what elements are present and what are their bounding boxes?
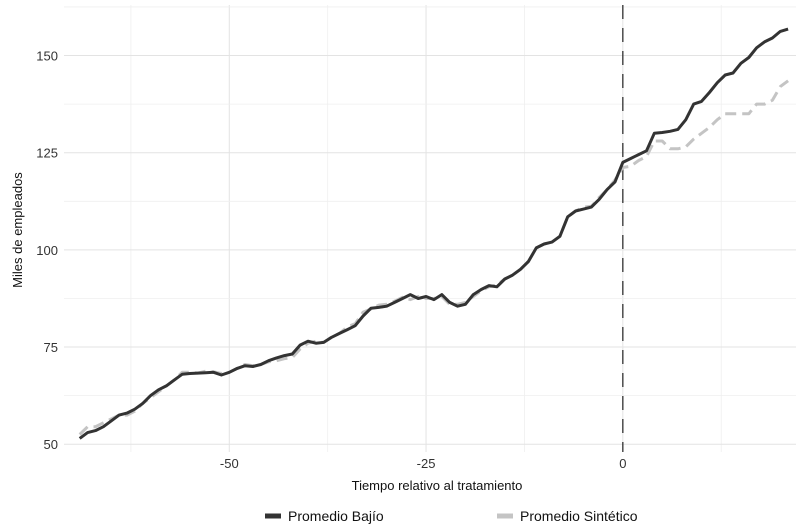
y-axis-title: Miles de empleados: [10, 172, 25, 288]
series-line-sintetico: [78, 79, 789, 436]
grid: [64, 5, 796, 452]
legend-label-sintetico: Promedio Sintético: [520, 508, 638, 524]
x-tick-label: -25: [417, 456, 436, 471]
x-tick-label: 0: [619, 456, 626, 471]
y-tick-label: 125: [36, 146, 58, 161]
y-tick-label: 50: [44, 437, 58, 452]
x-axis-title: Tiempo relativo al tratamiento: [352, 478, 523, 493]
series-line-bajio: [78, 27, 789, 440]
y-tick-label: 150: [36, 49, 58, 64]
x-axis-ticks: -50 -25 0: [220, 456, 627, 471]
x-tick-label: -50: [220, 456, 239, 471]
legend: Promedio Bajío Promedio Sintético: [265, 508, 638, 524]
legend-item-sintetico: Promedio Sintético: [497, 508, 638, 524]
y-tick-label: 100: [36, 243, 58, 258]
y-axis-ticks: 50 75 100 125 150: [36, 49, 58, 453]
y-tick-label: 75: [44, 340, 58, 355]
series-lines: [78, 27, 789, 440]
legend-item-bajio: Promedio Bajío: [265, 508, 384, 524]
legend-label-bajio: Promedio Bajío: [288, 508, 384, 524]
